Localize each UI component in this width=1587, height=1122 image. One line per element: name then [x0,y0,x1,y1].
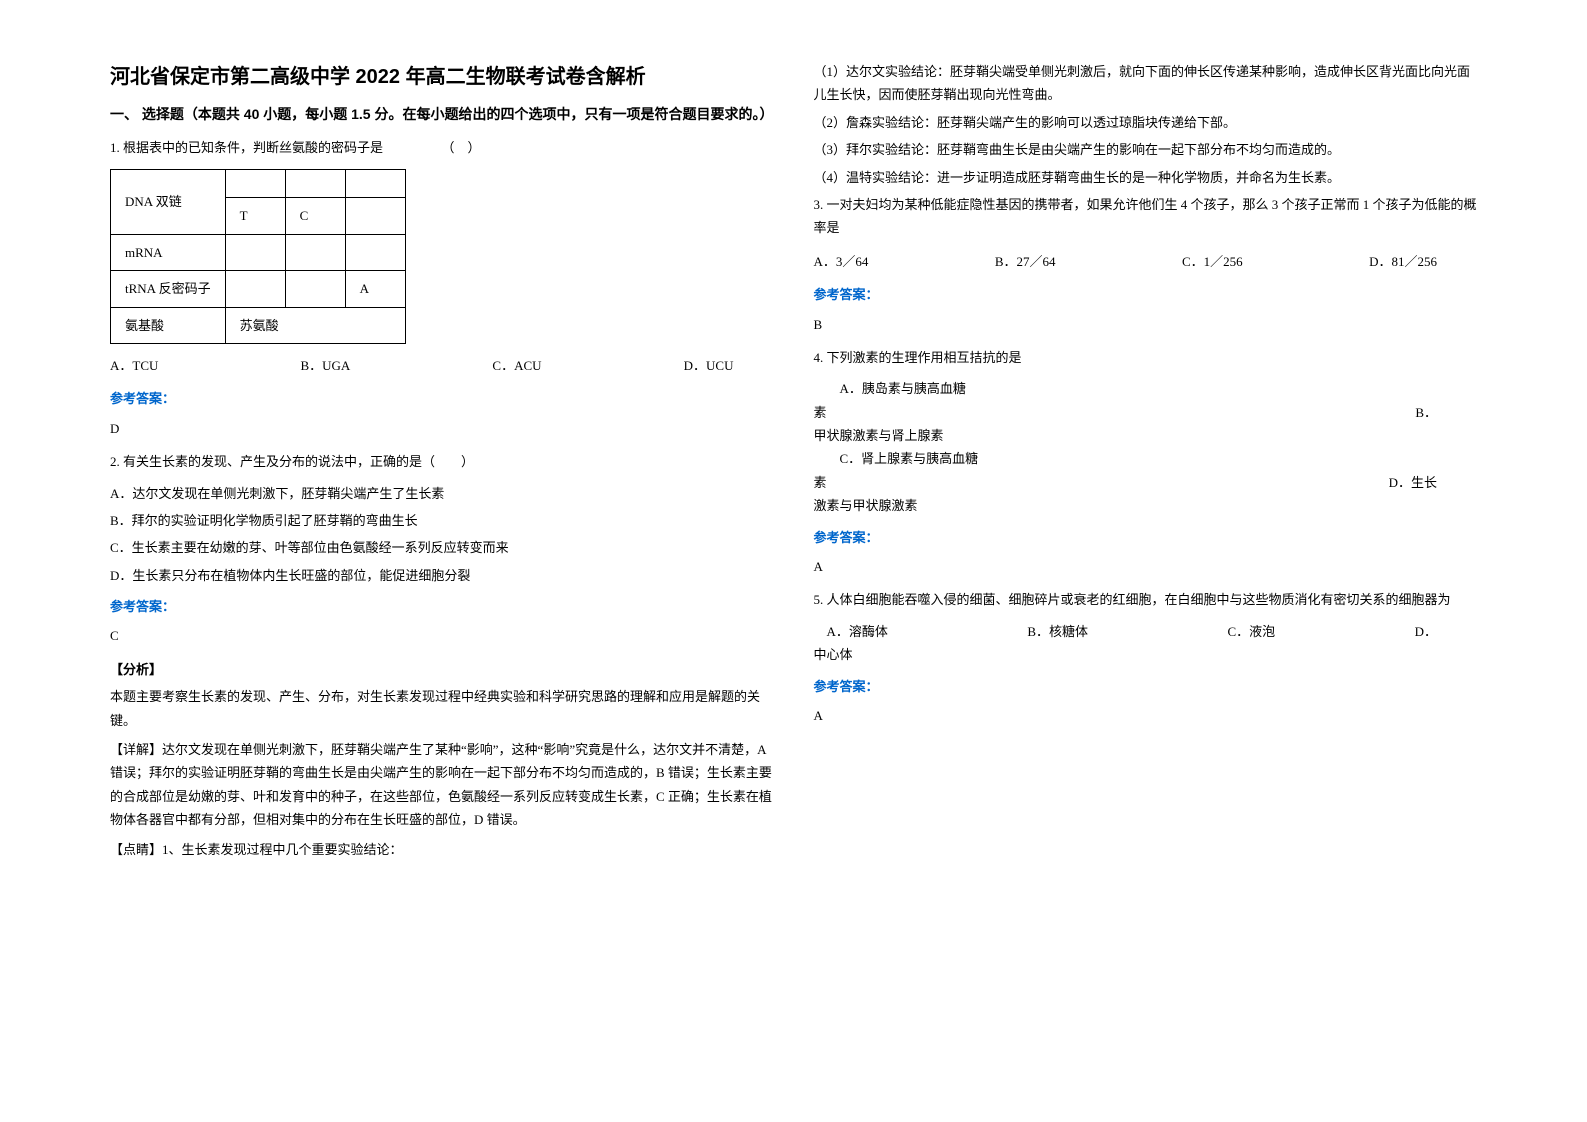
q1-optC: C．ACU [492,354,541,377]
q1-table: DNA 双链 T C mRNA tRNA 反密码子 A [110,169,406,344]
q2-analysis2: 【详解】达尔文发现在单侧光刺激下，胚芽鞘尖端产生了某种“影响”，这种“影响”究竟… [110,738,774,832]
q4-text: 4. 下列激素的生理作用相互拮抗的是 [814,346,1478,369]
q2-optC: C．生长素主要在幼嫩的芽、叶等部位由色氨酸经一系列反应转变而来 [110,536,774,559]
table-cell: C [285,198,345,234]
q1-options: A．TCU B．UGA C．ACU D．UCU [110,354,774,377]
question-4: 4. 下列激素的生理作用相互拮抗的是 A．胰岛素与胰高血糖素 B．甲状腺激素与肾上腺… [814,346,1478,579]
q2-tip: 【点睛】1、生长素发现过程中几个重要实验结论： [110,838,774,861]
q2-optD: D．生长素只分布在植物体内生长旺盛的部位，能促进细胞分裂 [110,564,774,587]
table-cell [225,271,285,307]
table-cell: mRNA [111,234,226,270]
q3-optC: C．1／256 [1182,250,1243,273]
q1-optD: D．UCU [684,354,734,377]
table-cell: DNA 双链 [111,170,226,234]
q5-optA: A．溶酶体 [814,620,888,643]
q2-optA: A．达尔文发现在单侧光刺激下，胚芽鞘尖端产生了生长素 [110,482,774,505]
q3-text: 3. 一对夫妇均为某种低能症隐性基因的携带者，如果允许他们生 4 个孩子，那么 … [814,193,1478,240]
tip-text: 1、生长素发现过程中几个重要实验结论： [162,842,403,857]
q3-optA: A．3／64 [814,250,869,273]
q5-options-row: A．溶酶体 B．核糖体 C．液泡 D． [814,620,1478,643]
q1-text: 1. 根据表中的已知条件，判断丝氨酸的密码子是 （ ） [110,136,774,159]
table-cell [225,170,285,198]
q5-optC: C．液泡 [1227,620,1275,643]
q1-optB: B．UGA [300,354,350,377]
question-3: 3. 一对夫妇均为某种低能症隐性基因的携带者，如果允许他们生 4 个孩子，那么 … [814,193,1478,336]
q4-answer-label: 参考答案： [814,526,1478,549]
q4-row2: 素 D．生长 [814,471,1478,494]
table-cell: T [225,198,285,234]
q5-answer-label: 参考答案： [814,675,1478,698]
q3-answer-label: 参考答案： [814,283,1478,306]
right-column: （1）达尔文实验结论：胚芽鞘尖端受单侧光刺激后，就向下面的伸长区传递某种影响，造… [794,60,1498,1062]
q4-optC: C．肾上腺素与胰高血糖 [814,447,1478,470]
q4-optA2: 素 [814,401,827,424]
q5-optD2: 中心体 [814,643,1478,666]
table-cell [225,234,285,270]
question-2: 2. 有关生长素的发现、产生及分布的说法中，正确的是（ ） A．达尔文发现在单侧… [110,450,774,861]
table-cell [285,271,345,307]
q2-text: 2. 有关生长素的发现、产生及分布的说法中，正确的是（ ） [110,450,774,473]
table-cell: 氨基酸 [111,307,226,343]
q4-answer: A [814,555,1478,578]
q4-optD2: 激素与甲状腺激素 [814,494,1478,517]
left-column: 河北省保定市第二高级中学 2022 年高二生物联考试卷含解析 一、 选择题（本题… [90,60,794,1062]
table-cell [285,234,345,270]
right-p3: （3）拜尔实验结论：胚芽鞘弯曲生长是由尖端产生的影响在一起下部分布不均匀而造成的… [814,138,1478,161]
q3-answer: B [814,313,1478,336]
q3-options: A．3／64 B．27／64 C．1／256 D．81／256 [814,250,1478,273]
q4-optB-marker: B． [1415,401,1437,424]
page-title: 河北省保定市第二高级中学 2022 年高二生物联考试卷含解析 [110,60,774,89]
q2-analysis1: 本题主要考察生长素的发现、产生、分布，对生长素发现过程中经典实验和科学研究思路的… [110,685,774,732]
q2-answer-label: 参考答案： [110,595,774,618]
q5-optB: B．核糖体 [1027,620,1088,643]
q4-optD: D．生长 [1389,471,1437,494]
detail-text: 达尔文发现在单侧光刺激下，胚芽鞘尖端产生了某种“影响”，这种“影响”究竟是什么，… [110,742,772,827]
q2-analysis-label: 【分析】 [110,658,774,681]
table-cell: 苏氨酸 [225,307,405,343]
table-cell [285,170,345,198]
q5-text: 5. 人体白细胞能吞噬入侵的细菌、细胞碎片或衰老的红细胞，在白细胞中与这些物质消… [814,588,1478,611]
q3-optD: D．81／256 [1369,250,1437,273]
q1-answer: D [110,417,774,440]
table-cell: A [345,271,405,307]
q4-optA: A．胰岛素与胰高血糖 [814,377,1478,400]
detail-label: 【详解】 [110,742,162,757]
q4-optC2: 素 [814,471,827,494]
question-5: 5. 人体白细胞能吞噬入侵的细菌、细胞碎片或衰老的红细胞，在白细胞中与这些物质消… [814,588,1478,727]
q5-optD: D． [1415,620,1437,643]
table-cell [345,198,405,234]
q2-answer: C [110,624,774,647]
table-cell: tRNA 反密码子 [111,271,226,307]
q5-answer: A [814,704,1478,727]
right-p2: （2）詹森实验结论：胚芽鞘尖端产生的影响可以透过琼脂块传递给下部。 [814,111,1478,134]
q1-optA: A．TCU [110,354,158,377]
q3-optB: B．27／64 [995,250,1056,273]
tip-label: 【点睛】 [110,842,162,857]
q4-optB-text: 甲状腺激素与肾上腺素 [814,424,1478,447]
q4-row1: 素 B． [814,401,1478,424]
q2-optB: B．拜尔的实验证明化学物质引起了胚芽鞘的弯曲生长 [110,509,774,532]
q1-answer-label: 参考答案： [110,387,774,410]
right-p1: （1）达尔文实验结论：胚芽鞘尖端受单侧光刺激后，就向下面的伸长区传递某种影响，造… [814,60,1478,107]
section-heading: 一、 选择题（本题共 40 小题，每小题 1.5 分。在每小题给出的四个选项中，… [110,104,774,124]
table-cell [345,170,405,198]
question-1: 1. 根据表中的已知条件，判断丝氨酸的密码子是 （ ） DNA 双链 T C m… [110,136,774,440]
table-cell [345,234,405,270]
right-p4: （4）温特实验结论：进一步证明造成胚芽鞘弯曲生长的是一种化学物质，并命名为生长素… [814,166,1478,189]
